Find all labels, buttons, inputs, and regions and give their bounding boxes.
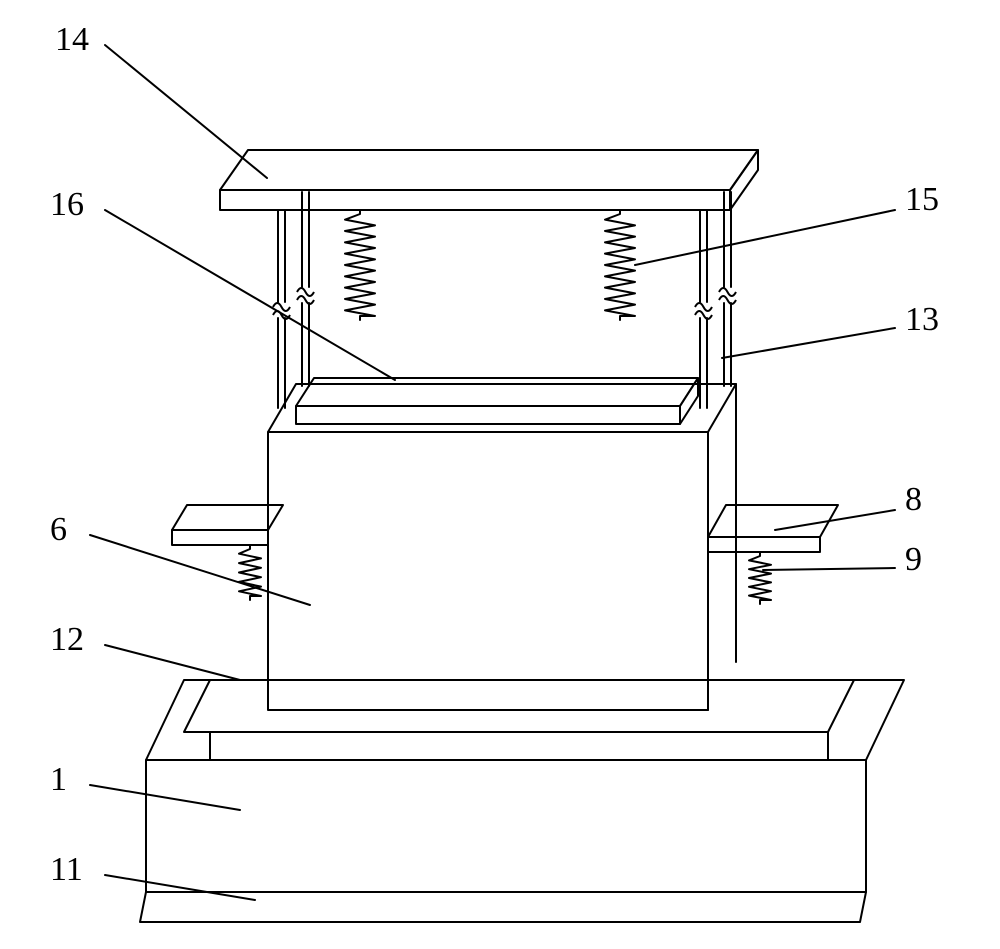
callout-n9: 9: [905, 541, 922, 578]
callout-n14: 14: [55, 21, 89, 58]
callout-n16: 16: [50, 186, 84, 223]
callout-n1: 1: [50, 761, 67, 798]
callout-n13: 13: [905, 301, 939, 338]
callout-n11: 11: [50, 851, 83, 888]
callout-n15: 15: [905, 181, 939, 218]
callout-n12: 12: [50, 621, 84, 658]
callout-n8: 8: [905, 481, 922, 518]
callout-n6: 6: [50, 511, 67, 548]
